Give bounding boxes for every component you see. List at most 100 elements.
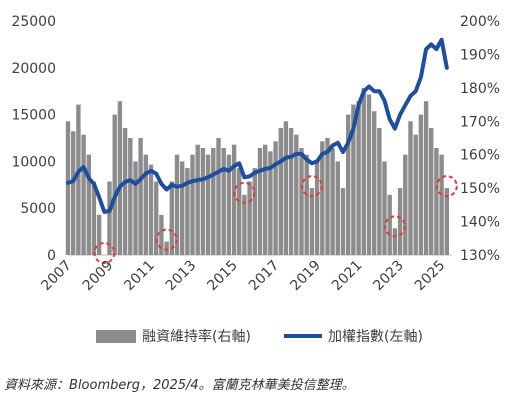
bar xyxy=(434,148,439,255)
bar xyxy=(320,141,325,255)
bar xyxy=(309,188,315,255)
bar xyxy=(268,151,273,255)
bar xyxy=(356,101,361,255)
x-tick-label: 2009 xyxy=(80,258,117,295)
trough-circle xyxy=(233,181,256,204)
bar-series-margin-ratio xyxy=(65,87,449,256)
bar xyxy=(444,188,449,255)
bar xyxy=(397,188,403,255)
bar xyxy=(294,134,299,255)
bar xyxy=(71,131,76,255)
bar xyxy=(283,121,289,255)
bar xyxy=(263,144,268,255)
x-axis-ticks: 2007 2009 2011 2013 2015 2017 2019 2021 2023 2025 xyxy=(38,258,448,295)
trough-circle xyxy=(155,228,178,251)
x-tick-label: 2013 xyxy=(163,258,200,295)
bar xyxy=(439,154,444,255)
bar xyxy=(351,104,356,255)
bar xyxy=(159,214,164,255)
bar xyxy=(247,181,252,255)
bar xyxy=(65,121,71,255)
left-tick-label: 20000 xyxy=(11,61,56,77)
bar xyxy=(418,114,424,255)
bar xyxy=(138,138,143,255)
bar xyxy=(154,181,159,255)
legend: 融資維持率(右軸) 加權指數(左軸) xyxy=(96,328,423,345)
bar xyxy=(174,154,180,255)
bar xyxy=(361,87,366,256)
bar xyxy=(423,101,429,255)
right-tick-label: 200% xyxy=(460,14,500,30)
bar xyxy=(200,148,206,255)
bar xyxy=(299,148,304,255)
bar xyxy=(237,168,242,255)
bar xyxy=(86,154,91,255)
bar xyxy=(288,128,294,255)
trough-circle xyxy=(383,215,406,238)
bar xyxy=(366,94,372,255)
bar xyxy=(278,128,283,255)
bar xyxy=(335,161,340,255)
x-tick-label: 2011 xyxy=(121,258,158,295)
bar xyxy=(107,181,112,255)
bar xyxy=(76,104,81,255)
bar xyxy=(257,148,263,255)
bar xyxy=(195,144,200,255)
x-tick-label: 2007 xyxy=(38,258,75,295)
bar xyxy=(304,154,309,255)
x-tick-label: 2019 xyxy=(287,258,324,295)
bar xyxy=(382,161,387,255)
right-tick-label: 170% xyxy=(460,114,500,130)
left-axis-ticks: 0 5000 10000 15000 20000 25000 xyxy=(11,14,56,264)
bar xyxy=(252,168,257,255)
trough-circle xyxy=(93,242,116,264)
x-tick-label: 2015 xyxy=(204,258,241,295)
bar xyxy=(122,128,128,255)
bar xyxy=(211,148,216,255)
bar xyxy=(117,101,123,255)
x-tick-label: 2023 xyxy=(370,258,407,295)
bar xyxy=(112,114,117,255)
line-series-taiex xyxy=(66,37,449,214)
bar xyxy=(403,154,408,255)
left-tick-label: 15000 xyxy=(11,108,56,124)
bar xyxy=(226,154,232,255)
bar xyxy=(190,154,195,255)
right-tick-label: 130% xyxy=(460,248,500,264)
left-tick-label: 0 xyxy=(47,248,56,264)
bar xyxy=(340,188,346,255)
bar xyxy=(128,138,133,255)
bar xyxy=(387,194,392,255)
bar xyxy=(429,128,434,255)
bar xyxy=(314,161,320,255)
trough-markers xyxy=(93,175,458,264)
bar xyxy=(221,148,226,255)
bar xyxy=(96,214,102,255)
bar xyxy=(242,194,247,255)
bar xyxy=(180,161,185,255)
bar xyxy=(81,134,86,255)
right-tick-label: 150% xyxy=(460,181,500,197)
bar xyxy=(164,241,169,255)
left-tick-label: 10000 xyxy=(11,154,56,170)
legend-bar-label: 融資維持率(右軸) xyxy=(142,328,251,345)
bar xyxy=(330,148,335,255)
left-tick-label: 25000 xyxy=(11,14,56,30)
right-tick-label: 180% xyxy=(460,81,500,97)
bar xyxy=(346,114,351,255)
bar xyxy=(273,141,278,255)
bar xyxy=(325,138,330,255)
bar xyxy=(216,138,221,255)
x-tick-label: 2017 xyxy=(246,258,283,295)
bar xyxy=(148,164,154,255)
trough-circle xyxy=(300,175,323,198)
right-axis-ticks: 130% 140% 150% 160% 170% 180% 190% 200% xyxy=(460,14,500,264)
legend-bar-swatch xyxy=(96,330,136,343)
x-tick-label: 2025 xyxy=(412,258,449,295)
right-tick-label: 190% xyxy=(460,47,500,63)
right-tick-label: 160% xyxy=(460,148,500,164)
bar xyxy=(169,181,174,255)
bar xyxy=(91,181,97,255)
bar xyxy=(133,161,138,255)
